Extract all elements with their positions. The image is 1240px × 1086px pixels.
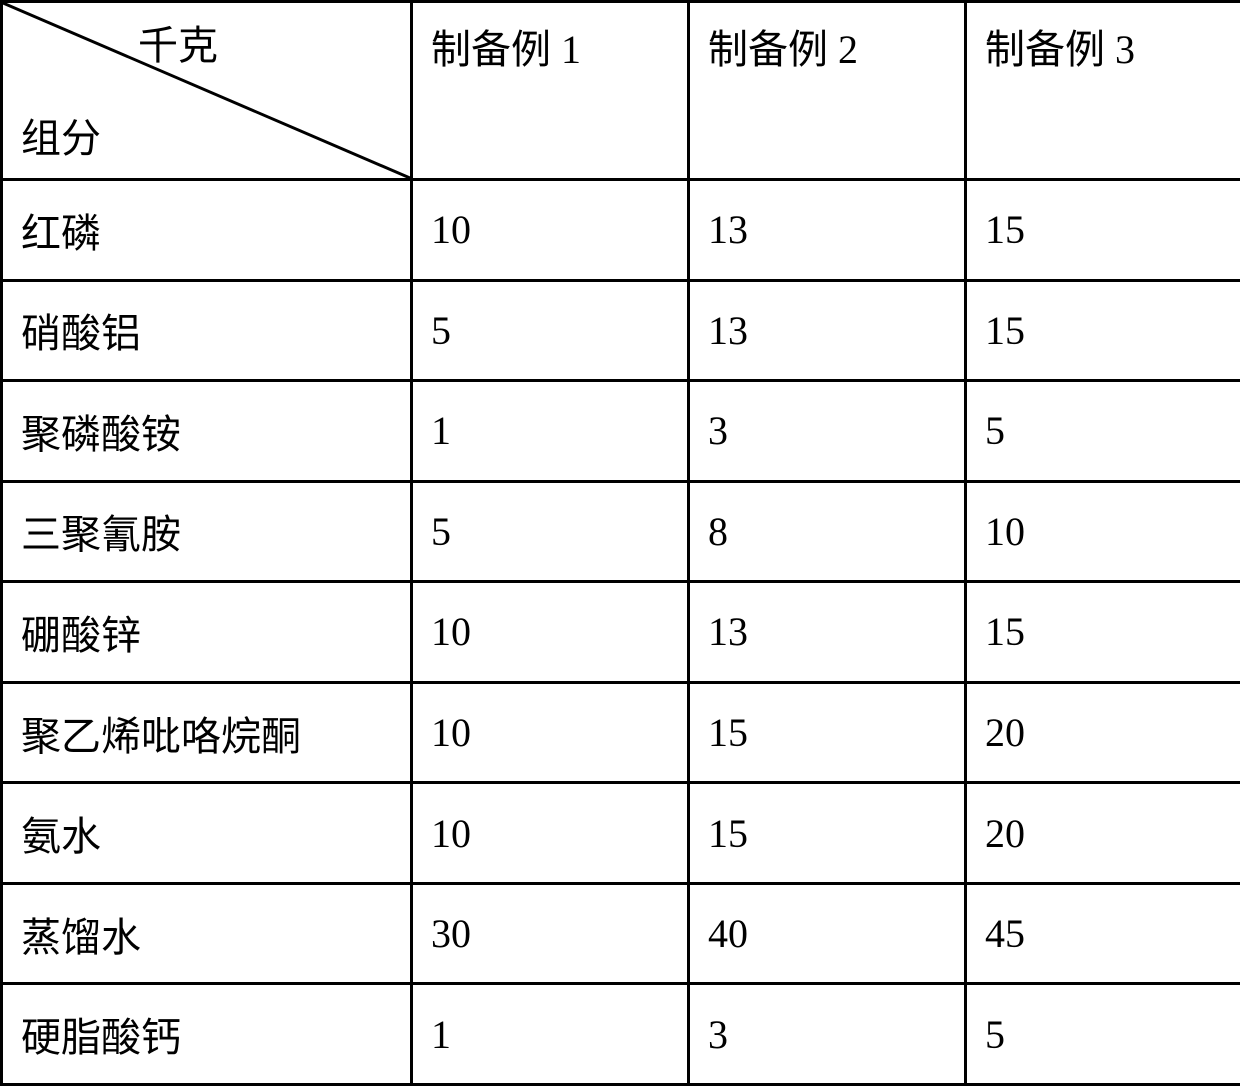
- data-cell: 13: [689, 180, 966, 281]
- table-row: 硼酸锌101315: [2, 582, 1240, 683]
- data-cell: 3: [689, 984, 966, 1085]
- table-row: 聚乙烯吡咯烷酮101520: [2, 682, 1240, 783]
- row-label: 蒸馏水: [2, 883, 412, 984]
- composition-table-container: 千克 组分 制备例 1 制备例 2 制备例 3 红磷101315硝酸铝51315…: [0, 0, 1240, 1086]
- data-cell: 5: [412, 481, 689, 582]
- data-cell: 30: [412, 883, 689, 984]
- data-cell: 5: [412, 280, 689, 381]
- row-label: 硬脂酸钙: [2, 984, 412, 1085]
- data-cell: 5: [966, 381, 1240, 482]
- table-row: 三聚氰胺5810: [2, 481, 1240, 582]
- table-row: 硬脂酸钙135: [2, 984, 1240, 1085]
- table-row: 红磷101315: [2, 180, 1240, 281]
- header-top-label: 千克: [138, 13, 392, 71]
- data-cell: 13: [689, 582, 966, 683]
- row-label: 聚磷酸铵: [2, 381, 412, 482]
- data-cell: 15: [966, 582, 1240, 683]
- row-label: 硝酸铝: [2, 280, 412, 381]
- data-cell: 1: [412, 984, 689, 1085]
- row-label: 红磷: [2, 180, 412, 281]
- table-row: 硝酸铝51315: [2, 280, 1240, 381]
- data-cell: 10: [966, 481, 1240, 582]
- table-row: 氨水101520: [2, 783, 1240, 884]
- table-body: 红磷101315硝酸铝51315聚磷酸铵135三聚氰胺5810硼酸锌101315…: [2, 180, 1240, 1085]
- data-cell: 5: [966, 984, 1240, 1085]
- data-cell: 8: [689, 481, 966, 582]
- row-label: 氨水: [2, 783, 412, 884]
- data-cell: 20: [966, 783, 1240, 884]
- row-label: 硼酸锌: [2, 582, 412, 683]
- data-cell: 10: [412, 783, 689, 884]
- column-header: 制备例 1: [412, 2, 689, 180]
- header-bottom-label: 组分: [21, 106, 101, 164]
- data-cell: 15: [689, 682, 966, 783]
- data-cell: 1: [412, 381, 689, 482]
- data-cell: 20: [966, 682, 1240, 783]
- table-row: 聚磷酸铵135: [2, 381, 1240, 482]
- row-label: 聚乙烯吡咯烷酮: [2, 682, 412, 783]
- table-row: 蒸馏水304045: [2, 883, 1240, 984]
- data-cell: 45: [966, 883, 1240, 984]
- data-cell: 3: [689, 381, 966, 482]
- diagonal-header-cell: 千克 组分: [2, 2, 412, 180]
- table-header-row: 千克 组分 制备例 1 制备例 2 制备例 3: [2, 2, 1240, 180]
- composition-table: 千克 组分 制备例 1 制备例 2 制备例 3 红磷101315硝酸铝51315…: [0, 0, 1240, 1086]
- data-cell: 40: [689, 883, 966, 984]
- column-header: 制备例 3: [966, 2, 1240, 180]
- data-cell: 10: [412, 180, 689, 281]
- data-cell: 15: [689, 783, 966, 884]
- row-label: 三聚氰胺: [2, 481, 412, 582]
- data-cell: 15: [966, 180, 1240, 281]
- data-cell: 13: [689, 280, 966, 381]
- data-cell: 15: [966, 280, 1240, 381]
- column-header: 制备例 2: [689, 2, 966, 180]
- data-cell: 10: [412, 682, 689, 783]
- data-cell: 10: [412, 582, 689, 683]
